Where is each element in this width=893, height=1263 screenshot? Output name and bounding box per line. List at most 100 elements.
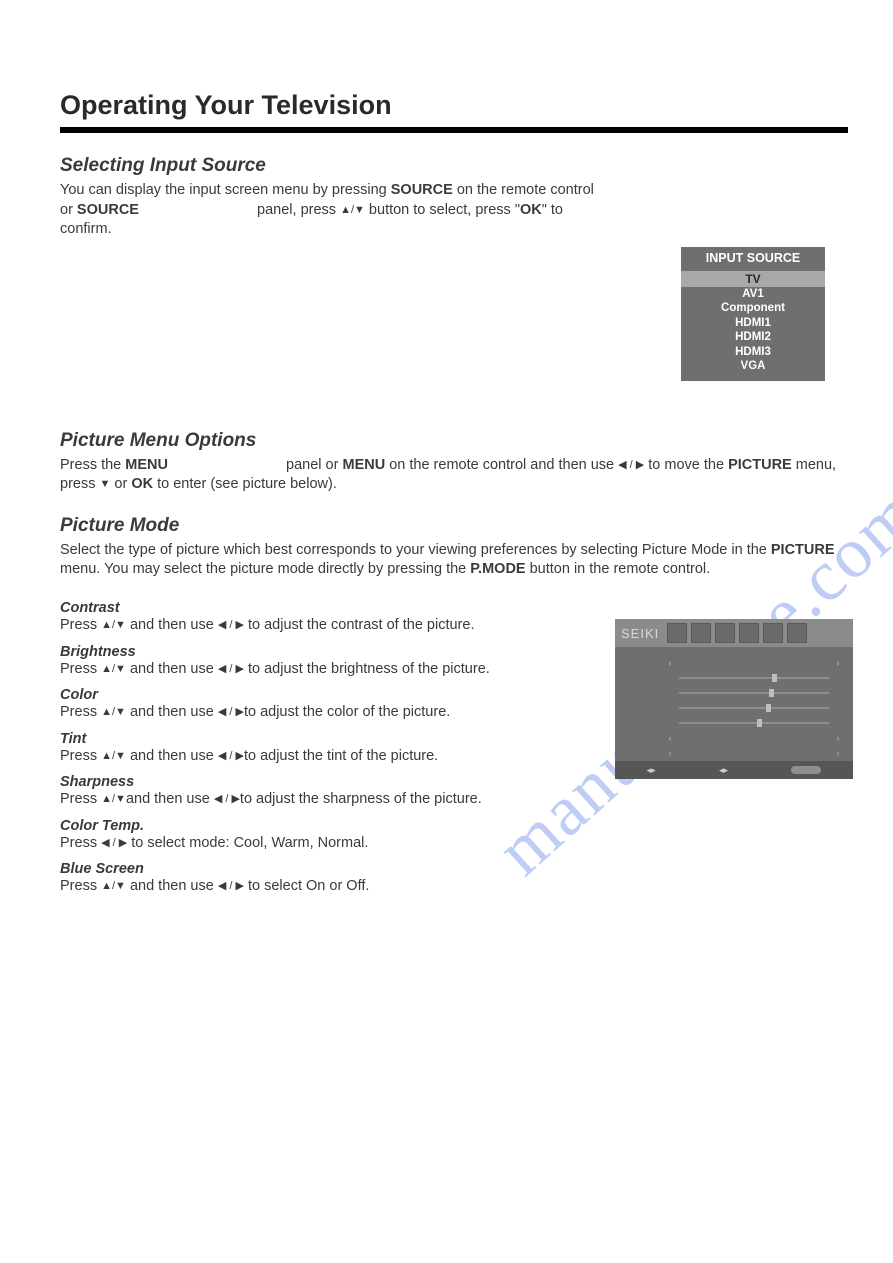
left-right-arrow-icon: ◀ / ▶	[218, 705, 244, 720]
setting-label: Sharpness	[60, 774, 620, 790]
setting-text: Press ▲/▼ and then use ◀ / ▶to adjust th…	[60, 703, 620, 723]
left-right-arrow-icon: ◀ / ▶	[218, 662, 244, 677]
t: SOURCE	[77, 202, 139, 218]
left-right-arrow-icon: ◀ / ▶	[218, 749, 244, 764]
setting-text: Press ▲/▼ and then use ◀ / ▶ to adjust t…	[60, 616, 620, 636]
menu-icon[interactable]	[739, 623, 759, 643]
section-title: Picture Mode	[60, 515, 848, 537]
input-item[interactable]: AV1	[681, 287, 825, 301]
setting-text: Press ◀ / ▶ to select mode: Cool, Warm, …	[60, 834, 620, 854]
menu-icon[interactable]	[787, 623, 807, 643]
t: P.MODE	[470, 561, 525, 577]
left-right-arrow-icon: ◀ / ▶	[218, 618, 244, 633]
menu-icon[interactable]	[763, 623, 783, 643]
down-arrow-icon: ▼	[100, 477, 111, 492]
section-input-source: Selecting Input Source You can display t…	[60, 155, 600, 240]
input-item[interactable]: HDMI2	[681, 330, 825, 344]
setting-text: Press ▲/▼ and then use ◀ / ▶ to adjust t…	[60, 660, 620, 680]
t: to adjust the sharpness of the picture.	[240, 791, 482, 807]
t: to adjust the color of the picture.	[244, 704, 450, 720]
input-source-panel: INPUT SOURCE TV AV1 Component HDMI1 HDMI…	[681, 247, 825, 381]
setting-label: Brightness	[60, 644, 620, 660]
setting-label: Blue Screen	[60, 861, 620, 877]
setting-text: Press ▲/▼ and then use ◀ / ▶ to select O…	[60, 877, 620, 897]
t: panel or	[286, 457, 342, 473]
seiki-option-row: ‹›	[625, 745, 843, 760]
seiki-mode-row: ‹›	[625, 655, 843, 670]
setting-label: Tint	[60, 731, 620, 747]
input-item[interactable]: HDMI3	[681, 345, 825, 359]
page-title: Operating Your Television	[60, 90, 848, 121]
t: to move the	[644, 457, 728, 473]
left-right-arrow-icon: ◀ / ▶	[214, 792, 240, 807]
t: Press	[60, 878, 101, 894]
settings-list: Contrast Press ▲/▼ and then use ◀ / ▶ to…	[60, 600, 620, 897]
t: PICTURE	[771, 542, 835, 558]
menu-icon[interactable]	[691, 623, 711, 643]
nav-hint-icon	[791, 766, 821, 774]
nav-hint-icon: ◂▸	[719, 765, 728, 776]
setting-text: Press ▲/▼ and then use ◀ / ▶to adjust th…	[60, 747, 620, 767]
left-right-arrow-icon: ◀ / ▶	[101, 836, 127, 851]
t: to enter (see picture below).	[153, 476, 337, 492]
up-down-arrow-icon: ▲/▼	[101, 792, 126, 807]
t: or	[110, 476, 131, 492]
setting-text: Press ▲/▼and then use ◀ / ▶to adjust the…	[60, 790, 620, 810]
up-down-arrow-icon: ▲/▼	[101, 618, 126, 633]
section-title: Picture Menu Options	[60, 430, 848, 452]
t: to select mode: Cool, Warm, Normal.	[127, 835, 368, 851]
title-rule	[60, 127, 848, 133]
section-title: Selecting Input Source	[60, 155, 600, 177]
up-down-arrow-icon: ▲/▼	[101, 705, 126, 720]
setting-label: Contrast	[60, 600, 620, 616]
body-text: Press the MENU panel or MENU on the remo…	[60, 456, 848, 495]
t: Select the type of picture which best co…	[60, 542, 771, 558]
left-right-arrow-icon: ◀ / ▶	[618, 458, 644, 473]
t: to select On or Off.	[244, 878, 369, 894]
section-picture-menu: Picture Menu Options Press the MENU pane…	[60, 430, 848, 495]
t: and then use	[126, 661, 218, 677]
input-panel-selected[interactable]: TV	[681, 271, 825, 287]
left-right-arrow-icon: ◀ / ▶	[218, 879, 244, 894]
setting-label: Color	[60, 687, 620, 703]
t: and then use	[126, 791, 214, 807]
t: to adjust the tint of the picture.	[244, 748, 438, 764]
input-item[interactable]: VGA	[681, 359, 825, 373]
up-down-arrow-icon: ▲/▼	[101, 662, 126, 677]
seiki-top-bar: SEIKI	[615, 619, 853, 647]
t: and then use	[126, 878, 218, 894]
body-text: Select the type of picture which best co…	[60, 541, 848, 580]
t: button in the remote control.	[526, 561, 711, 577]
t: Press	[60, 835, 101, 851]
seiki-logo: SEIKI	[621, 626, 659, 641]
setting-label: Color Temp.	[60, 818, 620, 834]
t: and then use	[126, 704, 218, 720]
seiki-body: ‹› ‹› ‹›	[615, 647, 853, 760]
up-down-arrow-icon: ▲/▼	[101, 879, 126, 894]
t: Press	[60, 704, 101, 720]
seiki-slider-row[interactable]	[625, 685, 843, 700]
t: Press	[60, 661, 101, 677]
seiki-slider-row[interactable]	[625, 715, 843, 730]
t: to adjust the contrast of the picture.	[244, 617, 475, 633]
menu-icon[interactable]	[667, 623, 687, 643]
seiki-slider-row[interactable]	[625, 700, 843, 715]
seiki-slider-row[interactable]	[625, 670, 843, 685]
t: menu. You may select the picture mode di…	[60, 561, 470, 577]
t: and then use	[126, 748, 218, 764]
seiki-footer: ◂▸ ◂▸	[615, 761, 853, 779]
t: OK	[520, 202, 542, 218]
t: SOURCE	[391, 182, 453, 198]
body-text: You can display the input screen menu by…	[60, 181, 600, 240]
input-item[interactable]: Component	[681, 301, 825, 315]
t: panel, press	[257, 202, 340, 218]
input-panel-header: INPUT SOURCE	[681, 247, 825, 271]
t: Press	[60, 617, 101, 633]
t: Press	[60, 791, 101, 807]
t: MENU	[342, 457, 385, 473]
nav-hint-icon: ◂▸	[647, 765, 656, 776]
t: to adjust the brightness of the picture.	[244, 661, 490, 677]
t: button to select, press "	[365, 202, 520, 218]
menu-icon[interactable]	[715, 623, 735, 643]
input-item[interactable]: HDMI1	[681, 316, 825, 330]
